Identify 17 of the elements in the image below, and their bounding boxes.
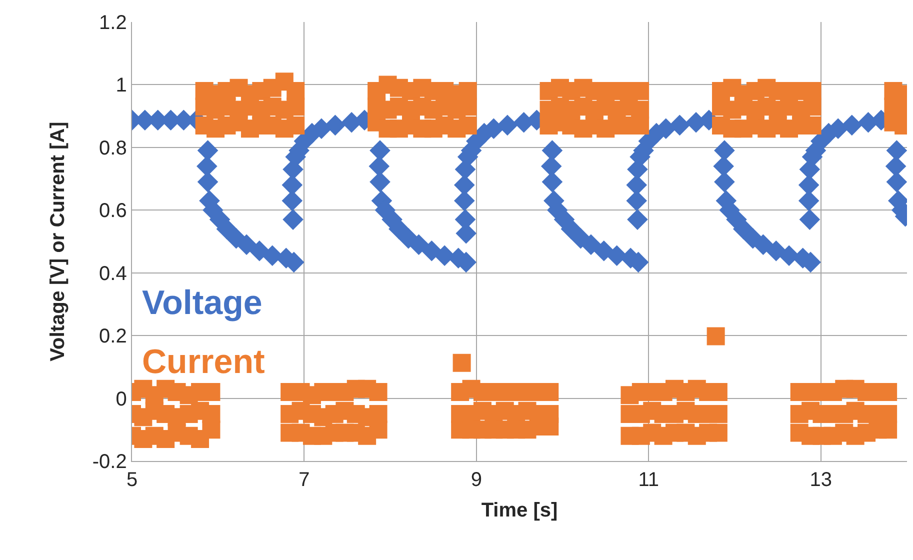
x-axis-title: Time [s] [481, 500, 558, 522]
y-axis-title: Voltage [V] or Current [A] [46, 122, 69, 362]
x-tick-label: 7 [298, 469, 310, 492]
y-tick-label: 0.2 [99, 326, 127, 348]
x-tick-label: 11 [638, 469, 660, 492]
y-tick-label: 1.2 [99, 12, 127, 34]
x-tick-label: 13 [810, 469, 832, 492]
y-tick-label: 0.8 [99, 137, 127, 160]
y-tick-label: -0.2 [92, 451, 127, 473]
y-tick-label: 0.4 [99, 262, 127, 285]
y-tick-label: 0 [116, 388, 127, 410]
x-tick-label: 9 [470, 469, 482, 492]
series-label: Current [142, 343, 265, 381]
y-tick-label: 0.6 [99, 200, 127, 222]
x-tick-label: 5 [126, 469, 138, 492]
series-label: Voltage [142, 284, 262, 322]
y-tick-label: 1 [116, 74, 127, 97]
